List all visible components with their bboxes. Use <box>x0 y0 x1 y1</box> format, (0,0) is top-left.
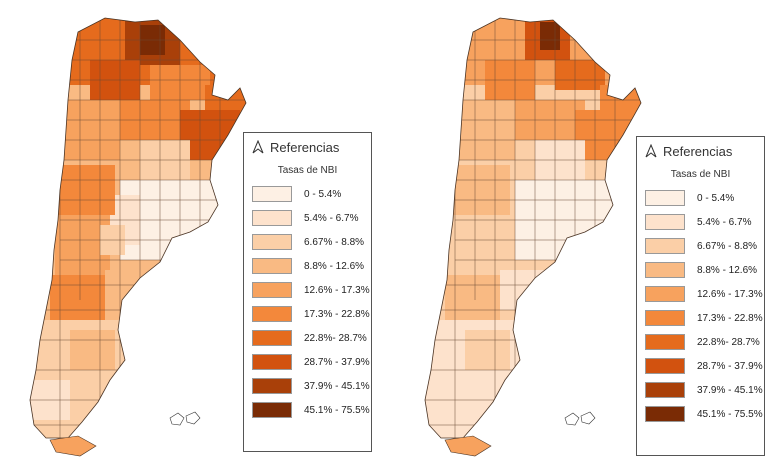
legend-row: 45.1% - 75.5% <box>637 402 764 426</box>
tierra-del-fuego-left <box>49 435 97 457</box>
legend-header: Referencias <box>637 137 764 165</box>
legend-label: 6.67% - 8.8% <box>697 240 758 252</box>
legend-row: 0 - 5.4% <box>244 182 371 206</box>
legend-row: 6.67% - 8.8% <box>244 230 371 254</box>
legend-swatch <box>252 186 292 202</box>
legend-row: 17.3% - 22.8% <box>244 302 371 326</box>
legend-swatch <box>252 306 292 322</box>
legend-label: 22.8%- 28.7% <box>304 332 367 344</box>
legend-row: 37.9% - 45.1% <box>244 374 371 398</box>
argentina-map-left <box>29 17 247 457</box>
legend-label: 17.3% - 22.8% <box>697 312 763 324</box>
legend-label: 8.8% - 12.6% <box>304 260 365 272</box>
legend-row: 0 - 5.4% <box>637 186 764 210</box>
legend-right: Referencias Tasas de NBI 0 - 5.4% 5.4% -… <box>636 136 765 456</box>
north-arrow-icon <box>645 144 657 158</box>
legend-label: 22.8%- 28.7% <box>697 336 760 348</box>
legend-row: 22.8%- 28.7% <box>637 330 764 354</box>
legend-label: 5.4% - 6.7% <box>304 212 359 224</box>
legend-row: 5.4% - 6.7% <box>637 210 764 234</box>
legend-row: 8.8% - 12.6% <box>637 258 764 282</box>
argentina-map-right <box>424 17 642 457</box>
legend-label: 5.4% - 6.7% <box>697 216 752 228</box>
map-right <box>395 0 685 468</box>
map-left <box>0 0 290 468</box>
legend-swatch <box>645 238 685 254</box>
legend-swatch <box>645 262 685 278</box>
legend-swatch <box>252 282 292 298</box>
legend-row: 12.6% - 17.3% <box>244 278 371 302</box>
legend-row: 22.8%- 28.7% <box>244 326 371 350</box>
legend-swatch <box>645 382 685 398</box>
legend-swatch <box>645 334 685 350</box>
legend-label: 17.3% - 22.8% <box>304 308 370 320</box>
malvinas-islands-right <box>564 411 596 426</box>
legend-swatch <box>645 214 685 230</box>
legend-swatch <box>645 310 685 326</box>
legend-label: 28.7% - 37.9% <box>304 356 370 368</box>
legend-row: 45.1% - 75.5% <box>244 398 371 422</box>
legend-row: 8.8% - 12.6% <box>244 254 371 278</box>
north-arrow-icon <box>252 140 264 154</box>
legend-swatch <box>645 358 685 374</box>
legend-swatch <box>252 378 292 394</box>
legend-label: 8.8% - 12.6% <box>697 264 758 276</box>
division-lines-right <box>425 18 641 438</box>
legend-label: 0 - 5.4% <box>697 192 735 204</box>
legend-row: 12.6% - 17.3% <box>637 282 764 306</box>
legend-row: 37.9% - 45.1% <box>637 378 764 402</box>
legend-label: 0 - 5.4% <box>304 188 342 200</box>
legend-subtitle: Tasas de NBI <box>670 169 731 180</box>
legend-label: 45.1% - 75.5% <box>304 404 370 416</box>
legend-title: Referencias <box>270 139 340 155</box>
legend-label: 37.9% - 45.1% <box>697 384 763 396</box>
legend-swatch <box>252 258 292 274</box>
legend-subtitle: Tasas de NBI <box>277 165 338 176</box>
tierra-del-fuego-right <box>444 435 492 457</box>
legend-swatch <box>252 354 292 370</box>
legend-label: 6.67% - 8.8% <box>304 236 365 248</box>
legend-row: 17.3% - 22.8% <box>637 306 764 330</box>
legend-row: 6.67% - 8.8% <box>637 234 764 258</box>
country-outline-right <box>424 17 642 439</box>
legend-title: Referencias <box>663 143 733 159</box>
legend-label: 45.1% - 75.5% <box>697 408 763 420</box>
legend-swatch <box>252 210 292 226</box>
legend-label: 28.7% - 37.9% <box>697 360 763 372</box>
country-outline-left <box>29 17 247 439</box>
division-lines-left <box>30 18 246 438</box>
legend-left: Referencias Tasas de NBI 0 - 5.4% 5.4% -… <box>243 132 372 452</box>
legend-row: 5.4% - 6.7% <box>244 206 371 230</box>
legend-label: 12.6% - 17.3% <box>697 288 763 300</box>
legend-swatch <box>252 402 292 418</box>
malvinas-islands-left <box>169 411 201 426</box>
legend-swatch <box>252 330 292 346</box>
legend-header: Referencias <box>244 133 371 161</box>
legend-swatch <box>645 286 685 302</box>
legend-swatch <box>252 234 292 250</box>
legend-row: 28.7% - 37.9% <box>637 354 764 378</box>
legend-swatch <box>645 406 685 422</box>
legend-swatch <box>645 190 685 206</box>
legend-label: 12.6% - 17.3% <box>304 284 370 296</box>
legend-row: 28.7% - 37.9% <box>244 350 371 374</box>
legend-label: 37.9% - 45.1% <box>304 380 370 392</box>
